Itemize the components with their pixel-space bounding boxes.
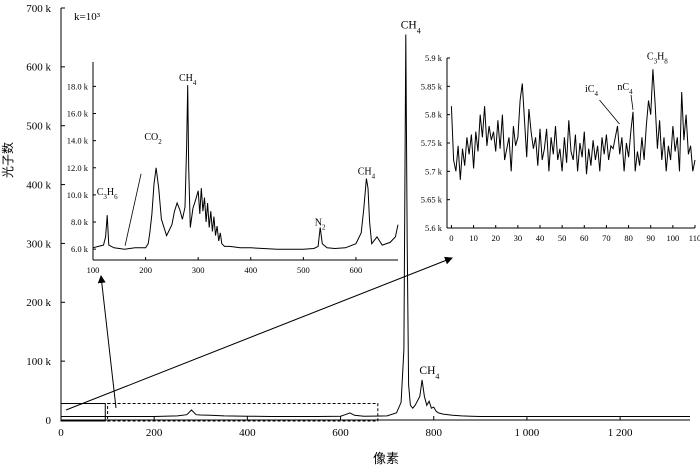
x-tick-label: 600 <box>332 427 349 439</box>
main-series-line <box>61 34 690 417</box>
peak-label: C3H8 <box>647 51 668 65</box>
x-tick-label: 100 <box>666 233 679 243</box>
y-tick-label: 5.7 k <box>425 166 443 176</box>
y-tick-label: 5.65 k <box>421 195 443 205</box>
x-tick-label: 70 <box>602 233 611 243</box>
x-tick-label: 1 200 <box>608 427 633 439</box>
y-tick-label: 200 k <box>26 297 51 309</box>
main-chart: 0 100 k 200 k 300 k 400 k 500 k 600 k 700 k 0 20… <box>0 3 690 466</box>
y-tick-label: 5.75 k <box>421 138 443 148</box>
inset-right-chart: 5.6 k 5.65 k 5.7 k 5.75 k 5.8 k 5.85 k 5.9 k 0… <box>421 51 700 243</box>
inset-left-note: k=10³ <box>74 11 101 23</box>
peak-label: iC4 <box>585 84 598 98</box>
x-tick-label: 200 <box>146 427 163 439</box>
inset-left-chart: 6.0 k 8.0 k 10.0 k 12.0 k 14.0 k 16.0 k 18.0 k… <box>67 11 399 275</box>
main-y-axis-label: 光子数 <box>0 142 15 178</box>
y-tick-label: 700 k <box>26 3 51 15</box>
y-tick-label: 100 k <box>26 356 51 368</box>
zoom-region-box <box>60 403 106 422</box>
x-tick-label: 300 <box>192 265 205 275</box>
y-tick-label: 14.0 k <box>67 136 89 146</box>
peak-label: CH4 <box>179 73 197 87</box>
y-tick-label: 5.6 k <box>425 223 443 233</box>
inset-left-x-ticks: 100 200 300 400 500 600 <box>87 257 363 275</box>
x-tick-label: 80 <box>624 233 633 243</box>
inset-right-series-line <box>450 69 696 180</box>
x-tick-label: 0 <box>449 233 453 243</box>
y-tick-label: 12.0 k <box>67 163 89 173</box>
y-tick-label: 10.0 k <box>67 190 89 200</box>
x-tick-label: 10 <box>469 233 478 243</box>
y-tick-label: 5.8 k <box>425 110 443 120</box>
x-tick-label: 110 <box>689 233 700 243</box>
peak-label: CH4 <box>358 167 376 181</box>
inset-left-frame <box>93 62 398 260</box>
y-tick-label: 5.9 k <box>425 53 443 63</box>
main-region-boxes <box>60 403 379 422</box>
x-tick-label: 400 <box>239 427 256 439</box>
peak-label: N2 <box>315 217 326 231</box>
inset-right-annotations: iC4 nC4 C3H8 <box>585 51 668 125</box>
x-tick-label: 100 <box>87 265 100 275</box>
y-tick-label: 6.0 k <box>71 244 89 254</box>
peak-label: CO2 <box>144 132 162 146</box>
x-tick-label: 90 <box>646 233 655 243</box>
x-tick-label: 1 000 <box>515 427 540 439</box>
label-leader <box>124 173 142 246</box>
y-tick-label: 18.0 k <box>67 81 89 91</box>
x-tick-label: 0 <box>58 427 64 439</box>
label-leader <box>599 99 620 125</box>
inset-left-series-line <box>92 85 399 250</box>
label-leader <box>630 94 634 110</box>
inset-left-annotations: C3H6 CO2 CH4 N2 CH4 <box>97 73 376 246</box>
y-tick-label: 400 k <box>26 179 51 191</box>
zoom-arrow-right <box>65 256 453 411</box>
main-y-ticks: 0 100 k 200 k 300 k 400 k 500 k 600 k 700 k <box>26 3 65 427</box>
y-tick-label: 0 <box>46 415 52 427</box>
zoom-arrow-left <box>97 275 117 409</box>
main-x-axis-label: 像素 <box>373 451 399 466</box>
y-tick-label: 500 k <box>26 121 51 133</box>
x-tick-label: 800 <box>425 427 442 439</box>
x-tick-label: 40 <box>536 233 545 243</box>
x-tick-label: 60 <box>580 233 589 243</box>
y-tick-label: 5.85 k <box>421 81 443 91</box>
x-tick-label: 600 <box>350 265 363 275</box>
x-tick-label: 30 <box>514 233 523 243</box>
inset-right-y-ticks: 5.6 k 5.65 k 5.7 k 5.75 k 5.8 k 5.85 k 5.9 k <box>421 53 450 233</box>
peak-label: C3H6 <box>97 187 118 201</box>
main-x-ticks: 0 200 400 600 800 1 000 1 200 <box>58 416 633 439</box>
peak-label: CH4 <box>419 365 439 381</box>
y-tick-label: 300 k <box>26 238 51 250</box>
main-annotations: CH4 CH4 <box>401 19 440 380</box>
peak-label: nC4 <box>617 82 633 96</box>
inset-right-x-ticks: 0 10 20 30 40 50 60 70 80 90 100 110 <box>449 225 700 243</box>
x-tick-label: 500 <box>297 265 310 275</box>
y-tick-label: 16.0 k <box>67 109 89 119</box>
y-tick-label: 8.0 k <box>71 217 89 227</box>
x-tick-label: 400 <box>244 265 257 275</box>
x-tick-label: 50 <box>558 233 567 243</box>
x-tick-label: 20 <box>491 233 500 243</box>
x-tick-label: 200 <box>139 265 152 275</box>
zoom-region-box <box>107 403 379 422</box>
peak-label: CH4 <box>401 19 421 35</box>
y-tick-label: 600 k <box>26 62 51 74</box>
inset-left-y-ticks: 6.0 k 8.0 k 10.0 k 12.0 k 14.0 k 16.0 k 18.0 k <box>67 81 96 254</box>
